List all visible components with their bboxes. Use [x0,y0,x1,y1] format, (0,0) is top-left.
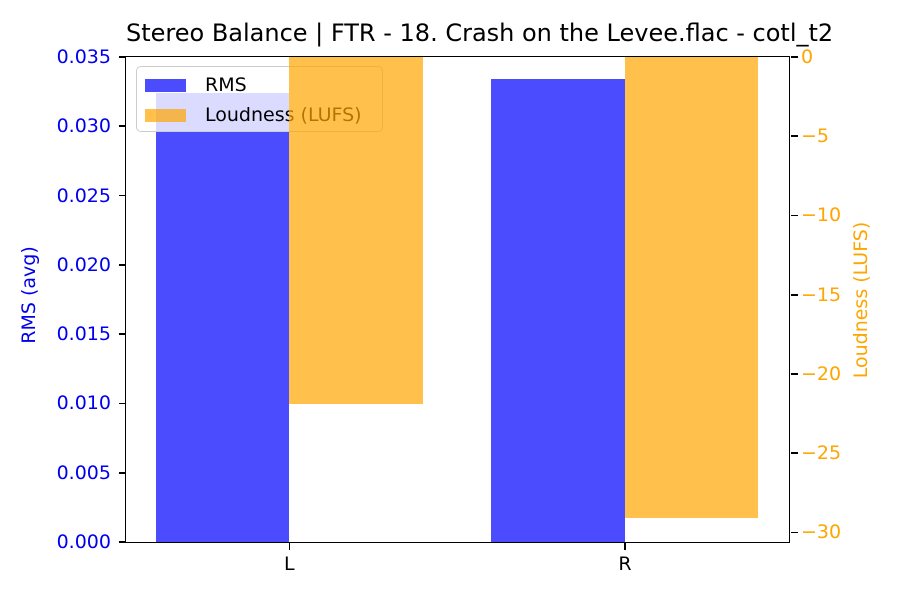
right-y-tick [791,531,798,534]
rms-legend-swatch [145,78,186,92]
left-y-tick [118,194,126,197]
right-axis-label: Loudness (LUFS) [850,221,872,379]
left-y-tick-label: 0.025 [56,184,111,207]
left-y-tick-label: 0.035 [56,45,111,68]
x-tick [288,543,291,550]
x-tick-label-L: L [284,553,295,575]
right-y-tick [791,293,798,296]
left-y-tick-label: 0.020 [56,253,111,276]
loudness-bar-L [289,57,423,405]
right-y-tick-label: 0 [801,45,814,68]
rms-bar-L [155,93,290,542]
left-y-tick-label: 0.000 [56,530,111,553]
right-y-tick-label: −10 [801,204,842,227]
loudness-legend-swatch [145,108,186,122]
left-y-tick [118,125,126,128]
right-y-tick [791,214,798,217]
legend-label: RMS [205,74,247,96]
left-y-tick [118,56,126,58]
left-y-tick-label: 0.015 [56,322,111,345]
right-y-tick-label: −20 [801,362,842,385]
right-y-tick-label: −15 [801,283,842,306]
right-y-tick [791,135,798,138]
left-y-tick [118,264,126,266]
loudness-bar-R [624,57,759,519]
right-y-tick-label: −30 [801,521,842,544]
left-y-tick [118,402,126,405]
rms-bar-R [491,79,625,542]
right-y-tick [791,56,798,58]
right-y-tick-label: −25 [801,442,842,465]
chart-title: Stereo Balance | FTR - 18. Crash on the … [126,19,834,47]
legend-item-rms: RMS [137,70,382,100]
plot-frame [125,56,790,543]
x-tick-label-R: R [618,553,632,575]
right-y-tick [791,373,798,375]
left-y-tick [118,541,126,543]
left-y-tick [118,471,126,474]
x-tick [624,543,626,550]
left-y-tick [118,333,126,335]
left-y-tick-label: 0.030 [56,115,111,138]
right-y-tick [791,452,798,455]
right-y-tick-label: −5 [801,125,830,148]
left-y-tick-label: 0.010 [56,392,111,415]
left-y-tick-label: 0.005 [56,461,111,484]
